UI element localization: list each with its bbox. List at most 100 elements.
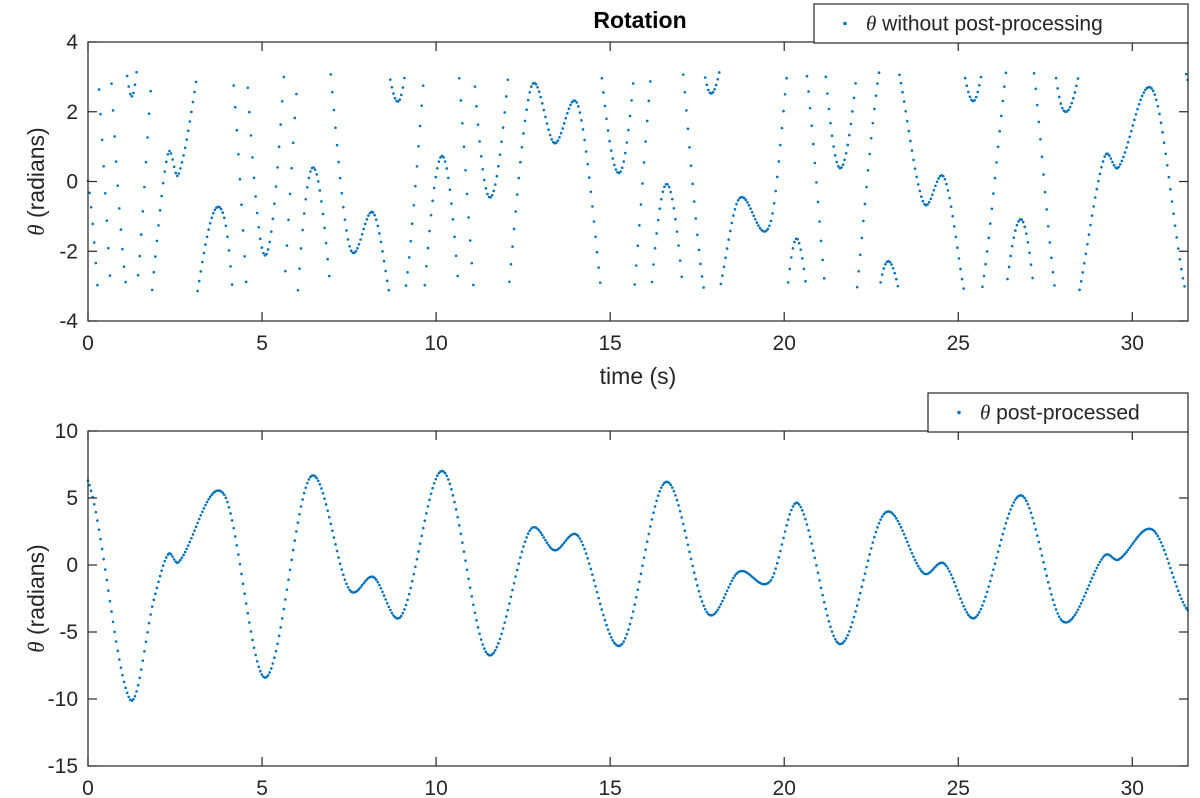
data-point — [775, 561, 779, 565]
data-point — [122, 680, 126, 684]
data-point — [177, 172, 181, 175]
data-point — [1169, 188, 1172, 191]
data-point — [202, 251, 206, 255]
data-point — [451, 494, 455, 497]
data-point — [1050, 593, 1053, 596]
data-point — [456, 515, 459, 519]
data-point — [1161, 131, 1164, 134]
data-point — [1006, 516, 1009, 520]
data-point — [280, 99, 284, 103]
data-point — [135, 690, 138, 693]
data-point — [182, 154, 185, 157]
data-point — [450, 202, 453, 205]
data-point — [345, 229, 348, 232]
data-point — [1159, 121, 1163, 124]
data-point — [436, 474, 439, 478]
data-point — [334, 543, 337, 546]
data-point — [207, 497, 210, 501]
data-point — [830, 630, 834, 633]
data-point — [750, 210, 754, 214]
data-point — [638, 580, 641, 584]
data-point — [603, 618, 607, 622]
data-point — [1134, 537, 1138, 541]
data-point — [506, 608, 510, 612]
data-point — [301, 228, 304, 232]
data-point — [327, 274, 331, 278]
data-point — [208, 221, 212, 225]
data-point — [1040, 155, 1044, 159]
data-point — [995, 556, 998, 559]
data-point — [630, 99, 633, 102]
data-point — [135, 70, 138, 74]
data-point — [1081, 598, 1084, 602]
data-point — [613, 641, 616, 645]
legend-label: θ without post-processing — [866, 12, 1103, 36]
data-point — [97, 88, 101, 91]
data-point — [605, 117, 608, 121]
data-point — [600, 608, 604, 611]
data-point — [965, 611, 969, 614]
data-point — [235, 543, 239, 547]
data-point — [1076, 608, 1080, 611]
data-point — [251, 156, 254, 159]
data-point — [680, 275, 683, 279]
data-point — [119, 228, 123, 231]
data-point — [678, 259, 682, 262]
data-point — [884, 262, 887, 266]
data-point — [898, 522, 901, 526]
data-point — [288, 192, 292, 196]
data-point — [237, 153, 240, 156]
data-point — [717, 71, 721, 74]
data-point — [276, 642, 279, 646]
data-point — [636, 588, 640, 591]
y-tick-label: 0 — [66, 171, 78, 194]
data-point — [512, 227, 516, 231]
data-point — [1075, 84, 1078, 88]
data-point — [509, 595, 513, 599]
data-point — [976, 90, 980, 94]
data-point — [1078, 288, 1081, 292]
data-point — [625, 632, 629, 636]
data-point — [136, 683, 140, 687]
data-point — [143, 185, 146, 189]
data-point — [183, 550, 187, 554]
data-point — [260, 246, 264, 249]
data-point — [249, 630, 253, 633]
data-point — [931, 193, 934, 197]
data-point — [100, 547, 104, 551]
data-point — [495, 174, 499, 178]
data-point — [530, 85, 533, 88]
data-point — [448, 482, 452, 486]
data-point — [1084, 591, 1088, 595]
data-point — [118, 658, 121, 661]
data-point — [672, 489, 676, 493]
data-point — [489, 196, 492, 199]
data-point — [804, 517, 807, 521]
data-point — [649, 80, 652, 83]
data-point — [959, 267, 962, 271]
data-point — [121, 247, 124, 251]
data-point — [960, 277, 964, 281]
data-point — [163, 170, 167, 173]
data-point — [108, 599, 112, 603]
data-point — [1001, 99, 1005, 103]
data-point — [567, 107, 571, 110]
data-point — [522, 132, 525, 135]
data-point — [1078, 605, 1081, 608]
data-point — [965, 84, 969, 87]
data-point — [1183, 285, 1186, 288]
data-point — [186, 544, 190, 547]
data-point — [498, 153, 502, 156]
data-point — [1004, 521, 1008, 525]
data-point — [537, 529, 541, 532]
data-point — [904, 110, 907, 113]
data-point — [954, 235, 958, 239]
data-point — [581, 128, 585, 131]
x-tick-label: 15 — [598, 777, 621, 798]
data-point — [465, 568, 469, 572]
data-point — [459, 99, 463, 102]
data-point — [421, 526, 425, 530]
data-point — [779, 143, 782, 147]
data-point — [660, 486, 663, 489]
data-point — [833, 154, 837, 157]
